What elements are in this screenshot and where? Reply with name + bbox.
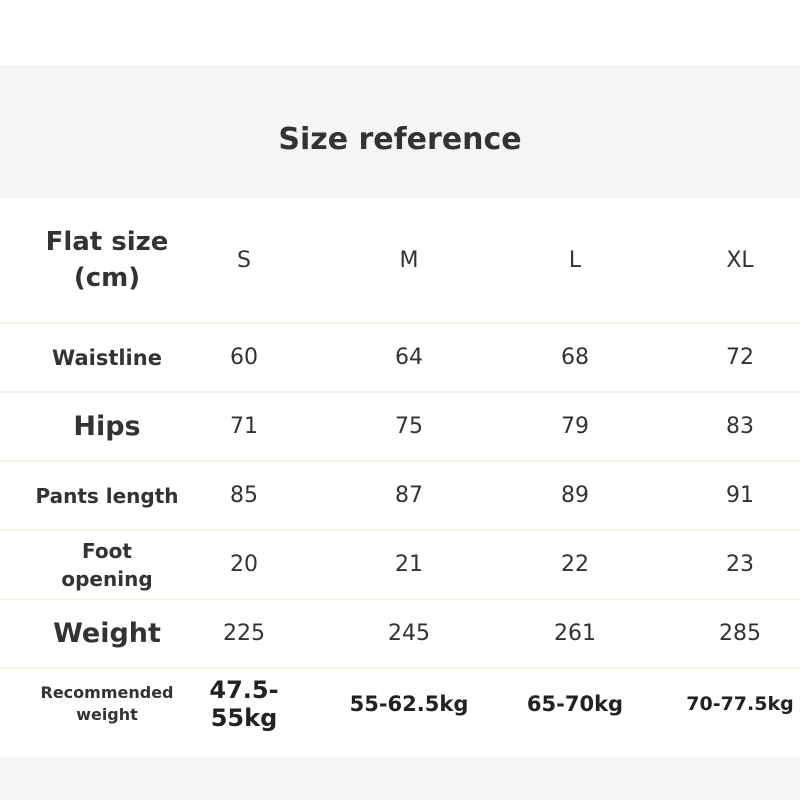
size-s: S bbox=[237, 247, 251, 273]
row-value: 22 bbox=[561, 552, 589, 577]
row-label: Pants length bbox=[35, 483, 179, 508]
size-m: M bbox=[399, 247, 419, 273]
row-label: Hips bbox=[73, 411, 141, 442]
row-value: 70-77.5kg bbox=[686, 693, 794, 715]
row-value: 64 bbox=[395, 345, 423, 370]
row-value: 91 bbox=[726, 483, 754, 508]
row-label: Recommended weight bbox=[40, 682, 174, 724]
table-row: Waistline 60 64 68 72 bbox=[0, 324, 800, 393]
size-xl: XL bbox=[726, 247, 754, 273]
row-value: 87 bbox=[395, 483, 423, 508]
table-row: Recommended weight 47.5-55kg 55-62.5kg 65-7… bbox=[0, 669, 800, 739]
header-label: Flat size (cm) bbox=[45, 227, 169, 293]
row-label: Waistline bbox=[52, 345, 162, 370]
row-value: 68 bbox=[561, 345, 589, 370]
row-value: 72 bbox=[726, 345, 754, 370]
row-value: 21 bbox=[395, 552, 423, 577]
row-value: 225 bbox=[223, 621, 265, 646]
size-l: L bbox=[568, 247, 582, 273]
table-row: Weight 225 245 261 285 bbox=[0, 600, 800, 669]
table-row: Pants length 85 87 89 91 bbox=[0, 462, 800, 531]
row-value: 60 bbox=[230, 345, 258, 370]
page-title: Size reference bbox=[278, 122, 522, 157]
row-value: 20 bbox=[230, 552, 258, 577]
row-value: 23 bbox=[726, 552, 754, 577]
row-value: 83 bbox=[726, 414, 754, 439]
table-row: Foot opening 20 21 22 23 bbox=[0, 531, 800, 600]
title-band bbox=[0, 65, 800, 198]
footer-band bbox=[0, 757, 800, 800]
row-label: Foot opening bbox=[61, 538, 153, 591]
row-value: 71 bbox=[230, 414, 258, 439]
row-value: 55-62.5kg bbox=[349, 692, 469, 716]
table-row: Hips 71 75 79 83 bbox=[0, 393, 800, 462]
row-value: 75 bbox=[395, 414, 423, 439]
row-value: 285 bbox=[719, 621, 761, 646]
row-value: 85 bbox=[230, 483, 258, 508]
row-value: 79 bbox=[561, 414, 589, 439]
row-value: 65-70kg bbox=[526, 692, 624, 716]
row-value: 89 bbox=[561, 483, 589, 508]
row-value: 245 bbox=[388, 621, 430, 646]
size-table: Flat size (cm) S M L XL Waistline 60 64 68 7… bbox=[0, 198, 800, 739]
row-value: 261 bbox=[554, 621, 596, 646]
row-label: Weight bbox=[53, 618, 161, 649]
row-value: 47.5-55kg bbox=[209, 676, 279, 732]
table-header-row: Flat size (cm) S M L XL bbox=[0, 198, 800, 324]
